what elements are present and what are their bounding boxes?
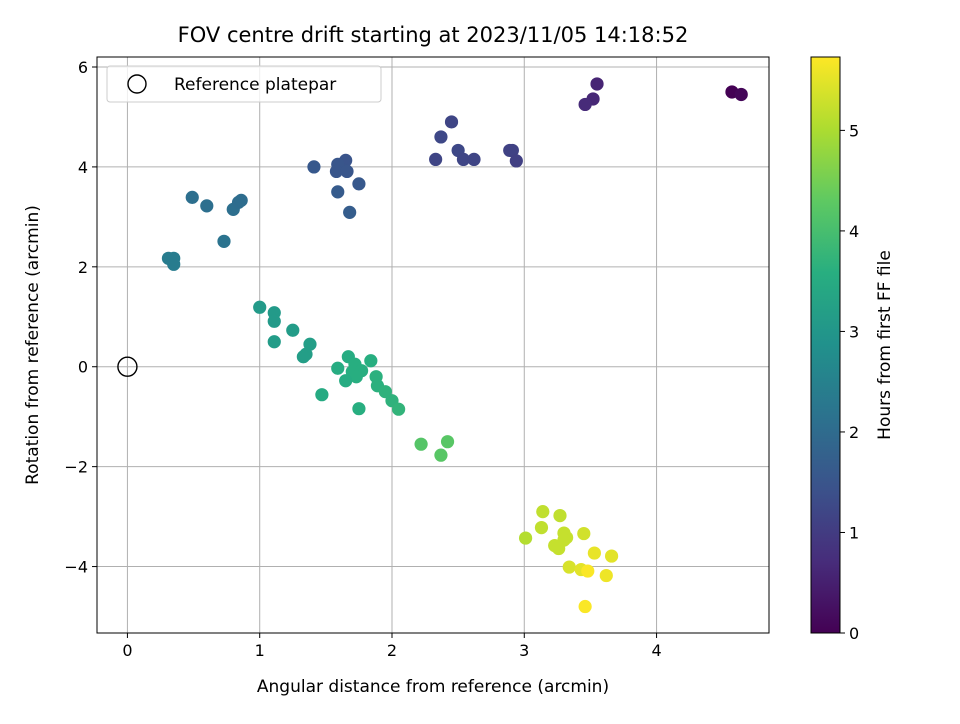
data-point — [456, 152, 471, 167]
data-point — [234, 193, 248, 207]
data-point — [562, 560, 576, 574]
colorbar-tick-label: 2 — [849, 423, 859, 442]
data-point — [604, 549, 619, 563]
colorbar-label: Hours from first FF file — [875, 250, 895, 440]
y-axis-ticks: −4 −2 0 2 4 6 — [64, 58, 97, 577]
data-point — [505, 143, 519, 158]
x-tick-label: 1 — [255, 641, 265, 660]
data-point — [578, 97, 592, 112]
grid-lines — [97, 57, 769, 633]
legend-entry-reference-platepar: Reference platepar — [174, 75, 336, 95]
y-axis-label: Rotation from reference (arcmin) — [23, 205, 43, 485]
data-point — [286, 323, 300, 337]
data-point — [307, 160, 321, 174]
data-point — [352, 402, 366, 416]
data-point — [578, 599, 592, 614]
colorbar-tick-label: 5 — [849, 121, 859, 140]
x-tick-label: 4 — [651, 641, 661, 660]
x-axis-ticks: 0 1 2 3 4 — [122, 633, 662, 660]
data-point — [339, 374, 353, 388]
x-tick-label: 0 — [122, 641, 132, 660]
data-points — [161, 77, 748, 614]
reference-platepar-marker — [117, 356, 138, 377]
x-axis-label: Angular distance from reference (arcmin) — [257, 677, 609, 697]
data-point — [349, 370, 363, 384]
data-point — [340, 164, 354, 179]
data-point — [518, 531, 533, 545]
data-point — [352, 177, 366, 191]
data-point — [509, 154, 523, 168]
chart-title: FOV centre drift starting at 2023/11/05 … — [178, 23, 689, 47]
data-point — [467, 152, 481, 167]
data-point — [734, 87, 748, 102]
data-point — [267, 314, 281, 328]
data-point — [434, 448, 448, 462]
colorbar-tick-label: 1 — [849, 523, 859, 542]
data-point — [331, 185, 345, 199]
data-point — [267, 335, 281, 349]
legend-box — [106, 65, 382, 103]
colorbar-tick-label: 4 — [849, 222, 859, 241]
y-tick-label: 2 — [78, 258, 88, 277]
data-point — [392, 402, 406, 416]
x-tick-label: 2 — [387, 641, 397, 660]
data-point — [303, 337, 317, 351]
data-point — [534, 520, 549, 535]
data-point — [296, 350, 310, 364]
data-point — [315, 388, 329, 402]
y-tick-label: 0 — [78, 358, 88, 377]
data-point — [331, 361, 345, 375]
data-point — [577, 526, 591, 541]
data-point — [440, 435, 455, 449]
x-tick-label: 3 — [519, 641, 529, 660]
data-point — [329, 164, 344, 179]
y-tick-label: −4 — [64, 558, 88, 577]
data-point — [414, 437, 428, 451]
data-point — [552, 541, 566, 556]
data-point — [587, 546, 601, 560]
legend-reference-marker — [127, 74, 147, 94]
data-point — [553, 509, 567, 523]
data-point — [599, 568, 613, 583]
data-point — [343, 205, 357, 219]
legend: Reference platepar — [106, 65, 382, 103]
colorbar — [810, 56, 841, 634]
data-point — [429, 152, 443, 167]
data-point — [444, 115, 459, 129]
colorbar-tick-label: 0 — [849, 624, 859, 643]
data-point — [167, 257, 181, 271]
data-point — [434, 130, 448, 144]
data-point — [253, 300, 267, 314]
y-tick-label: 6 — [78, 58, 88, 77]
data-point — [364, 354, 378, 368]
colorbar-tick-label: 3 — [849, 322, 859, 341]
y-tick-label: −2 — [64, 458, 88, 477]
data-point — [200, 199, 214, 213]
plot-frame — [96, 56, 770, 634]
data-point — [590, 77, 604, 91]
data-point — [185, 190, 199, 204]
reference-marker-layer — [117, 356, 138, 377]
data-point — [217, 234, 231, 248]
y-tick-label: 4 — [78, 158, 88, 177]
data-point — [536, 505, 550, 519]
data-point — [581, 564, 595, 578]
colorbar-ticks: 0 1 2 3 4 5 — [840, 121, 859, 643]
